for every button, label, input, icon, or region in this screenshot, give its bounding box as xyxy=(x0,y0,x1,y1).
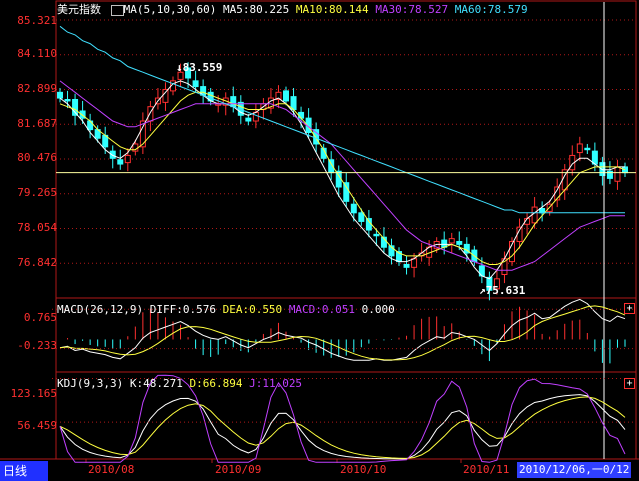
cursor-date: 2010/12/06,一 xyxy=(519,463,603,476)
candle-body xyxy=(230,96,237,108)
candle-body xyxy=(117,159,124,165)
dea-value: DEA:0.550 xyxy=(222,303,283,316)
ma60-value: MA60:78.579 xyxy=(454,3,528,16)
k-value: K:48.271 xyxy=(129,377,183,390)
x-tick-label: 2010/11 xyxy=(463,463,510,476)
macd-dea-line xyxy=(59,305,626,361)
d-value: D:66.894 xyxy=(189,377,243,390)
high-value: 83.559 xyxy=(182,61,223,74)
candle-body xyxy=(350,203,357,214)
x-tick-label: 2010/09 xyxy=(215,463,262,476)
macd-y-tick-label: -0.233 xyxy=(17,339,57,352)
candle-body xyxy=(79,110,86,119)
chart-frame xyxy=(55,0,637,460)
y-tick-label: 76.842 xyxy=(17,256,57,269)
macd-extra-value: 0.000 xyxy=(361,303,395,316)
candle-body xyxy=(283,90,289,102)
candle-body xyxy=(252,111,259,122)
main-legend: 美元指数 MA(5,10,30,60) MA5:80.225 MA10:80.1… xyxy=(57,3,528,16)
y-tick-label: 84.110 xyxy=(17,47,57,60)
macd-legend: MACD(26,12,9) DIFF:0.576 DEA:0.550 MACD:… xyxy=(57,303,395,316)
candle-body xyxy=(192,80,199,88)
candle-body xyxy=(373,233,380,237)
ma-line-ma60 xyxy=(59,25,625,214)
candle-body xyxy=(177,71,184,80)
candle-body xyxy=(298,111,305,119)
candle-body xyxy=(403,263,410,268)
ma5-value: MA5:80.225 xyxy=(222,3,290,16)
candle-body xyxy=(358,212,365,222)
kdj-d-line xyxy=(59,396,626,459)
macd-label: MACD(26,12,9) xyxy=(57,303,144,316)
x-tick-label: 2010/10 xyxy=(340,463,387,476)
high-annotation: ↓83.559 xyxy=(176,61,223,74)
macd-y-tick-label: 0.765 xyxy=(23,311,57,324)
macd-diff-line xyxy=(59,298,626,361)
candle-body xyxy=(388,245,395,257)
ma-icon xyxy=(110,4,124,16)
candle-body xyxy=(275,91,282,100)
candle-body xyxy=(411,258,418,268)
candle-body xyxy=(531,206,538,224)
candle-body xyxy=(343,182,350,202)
candle-body xyxy=(57,91,63,99)
candle-body xyxy=(606,170,613,179)
chart-title: 美元指数 xyxy=(57,3,101,16)
y-tick-label: 79.265 xyxy=(17,186,57,199)
candle-body xyxy=(584,147,591,151)
candle-body xyxy=(509,241,515,263)
candle-body xyxy=(139,120,146,148)
ma-line-ma10 xyxy=(59,91,626,265)
candle-body xyxy=(185,67,192,79)
j-value: J:11.025 xyxy=(249,377,303,390)
kdj-label: KDJ(9,3,3) xyxy=(57,377,124,390)
candle-body xyxy=(380,236,387,248)
kdj-y-tick-label: 56.459 xyxy=(17,419,57,432)
x-tick-label: 2010/08 xyxy=(88,463,135,476)
candle-body xyxy=(245,117,252,122)
y-tick-label: 81.687 xyxy=(17,117,57,130)
candle-body xyxy=(614,166,621,182)
y-tick-label: 78.054 xyxy=(17,221,57,234)
cursor-date-tail: 0/12 xyxy=(602,463,630,476)
y-tick-label: 82.899 xyxy=(17,82,57,95)
candle-body xyxy=(599,162,606,177)
y-tick-label: 85.321 xyxy=(17,14,57,27)
candle-body xyxy=(109,150,116,159)
kdj-y-tick-label: 123.165 xyxy=(10,387,57,400)
kdj-k-line xyxy=(59,394,626,460)
macd-expand-button[interactable]: + xyxy=(624,303,635,314)
macd-value: MACD:0.051 xyxy=(288,303,356,316)
candle-body xyxy=(320,147,327,159)
ma-line-ma30 xyxy=(59,80,625,271)
candle-body xyxy=(493,278,500,290)
candle-body xyxy=(539,208,546,214)
candle-body xyxy=(456,241,463,245)
ma-line-ma5 xyxy=(59,80,625,280)
cursor-date-readout: 2010/12/06,一0/12 xyxy=(517,462,632,478)
candle-body xyxy=(365,218,372,231)
ma30-value: MA30:78.527 xyxy=(375,3,449,16)
candle-body xyxy=(124,154,131,164)
candle-body xyxy=(162,88,169,103)
candle-body xyxy=(72,98,79,116)
low-value: 75.631 xyxy=(485,284,526,297)
low-annotation: ↗75.631 xyxy=(479,284,526,297)
y-tick-label: 80.476 xyxy=(17,151,57,164)
candle-body xyxy=(576,143,583,154)
candle-body xyxy=(448,238,455,244)
kdj-j-line xyxy=(59,374,626,463)
diff-value: DIFF:0.576 xyxy=(149,303,216,316)
candle-body xyxy=(64,98,71,102)
kdj-expand-button[interactable]: + xyxy=(624,378,635,389)
candle-body xyxy=(486,276,493,291)
ma-label: MA(5,10,30,60) xyxy=(123,3,217,16)
kdj-legend: KDJ(9,3,3) K:48.271 D:66.894 J:11.025 xyxy=(57,377,302,390)
ma10-value: MA10:80.144 xyxy=(295,3,369,16)
tab-daily[interactable]: 日线 xyxy=(0,461,48,481)
